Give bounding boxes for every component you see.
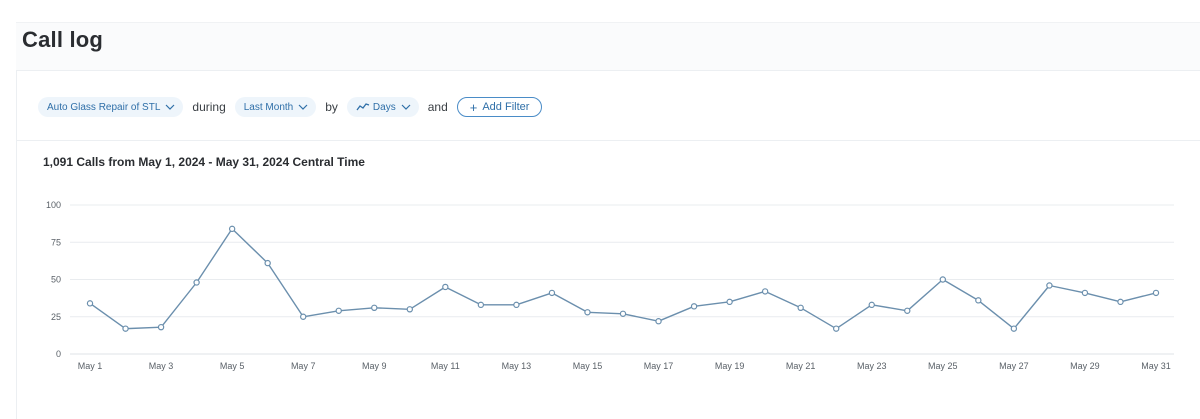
joiner-during: during (192, 100, 226, 114)
chevron-down-icon (298, 104, 308, 110)
data-point[interactable] (371, 304, 378, 312)
add-filter-button[interactable]: + Add Filter (456, 97, 543, 117)
data-point[interactable] (1117, 298, 1124, 306)
call-log-panel (16, 70, 1200, 419)
data-point[interactable] (228, 225, 236, 233)
x-tick-label: May 13 (502, 361, 532, 371)
panel-divider (17, 140, 1200, 141)
plus-icon: + (469, 99, 478, 115)
data-point[interactable] (584, 309, 591, 316)
data-point[interactable] (1152, 289, 1160, 297)
y-tick-label-25: 25 (51, 312, 61, 322)
chevron-down-icon (401, 104, 411, 110)
x-tick-label: May 25 (928, 361, 958, 371)
data-point[interactable] (619, 310, 627, 317)
data-point[interactable] (761, 288, 769, 295)
x-tick-label: May 5 (220, 361, 245, 371)
account-dropdown-label: Auto Glass Repair of STL (47, 101, 161, 113)
data-point[interactable] (157, 323, 165, 331)
y-tick-label-50: 50 (51, 275, 61, 285)
data-point[interactable] (513, 301, 520, 309)
x-tick-label: May 1 (78, 361, 103, 371)
chevron-down-icon (165, 104, 175, 110)
data-point[interactable] (975, 297, 982, 304)
date-range-dropdown[interactable]: Last Month (234, 97, 317, 117)
x-tick-label: May 19 (715, 361, 745, 371)
x-tick-label: May 23 (857, 361, 887, 371)
data-point[interactable] (1010, 325, 1018, 332)
y-tick-label-0: 0 (56, 349, 61, 359)
data-point[interactable] (833, 325, 840, 332)
data-point[interactable] (868, 301, 875, 309)
calls-summary-heading: 1,091 Calls from May 1, 2024 - May 31, 2… (43, 155, 365, 169)
data-point[interactable] (300, 313, 307, 320)
x-tick-label: May 29 (1070, 361, 1100, 371)
filter-bar: Auto Glass Repair of STL during Last Mon… (38, 96, 543, 118)
data-point[interactable] (442, 283, 449, 291)
x-tick-label: May 7 (291, 361, 316, 371)
data-point[interactable] (477, 301, 485, 309)
y-tick-label-75: 75 (51, 237, 61, 247)
data-point[interactable] (193, 279, 200, 286)
data-point[interactable] (1081, 289, 1089, 297)
data-point[interactable] (797, 304, 804, 312)
data-point[interactable] (1046, 282, 1053, 289)
x-tick-label: May 31 (1141, 361, 1171, 371)
data-point[interactable] (122, 325, 129, 332)
data-point[interactable] (726, 298, 733, 306)
data-point[interactable] (548, 289, 556, 297)
data-point[interactable] (904, 307, 911, 314)
trend-line-icon (356, 103, 370, 111)
x-tick-label: May 11 (431, 361, 460, 371)
data-point[interactable] (335, 307, 342, 314)
joiner-and: and (427, 100, 448, 114)
data-point[interactable] (264, 259, 271, 267)
add-filter-label: Add Filter (482, 101, 530, 113)
page-header-band (16, 22, 1200, 71)
calls-line-chart: 0 25 50 75 100 May 1 May 3 May 5 May 7 May 9 May 1… (46, 200, 1174, 371)
data-point[interactable] (406, 306, 413, 313)
data-point[interactable] (655, 318, 662, 325)
data-point[interactable] (690, 303, 698, 310)
joiner-by: by (325, 100, 338, 114)
x-tick-label: May 15 (573, 361, 603, 371)
page-title: Call log (22, 27, 104, 52)
x-tick-label: May 9 (362, 361, 387, 371)
date-range-label: Last Month (243, 101, 294, 113)
interval-label: Days (372, 101, 396, 113)
x-tick-label: May 3 (149, 361, 174, 371)
x-tick-label: May 17 (644, 361, 674, 371)
data-point[interactable] (939, 276, 947, 283)
x-tick-label: May 21 (786, 361, 816, 371)
x-tick-label: May 27 (999, 361, 1029, 371)
account-dropdown[interactable]: Auto Glass Repair of STL (38, 97, 184, 117)
data-point[interactable] (86, 300, 94, 307)
y-tick-label-100: 100 (46, 200, 61, 210)
interval-dropdown[interactable]: Days (346, 97, 419, 117)
